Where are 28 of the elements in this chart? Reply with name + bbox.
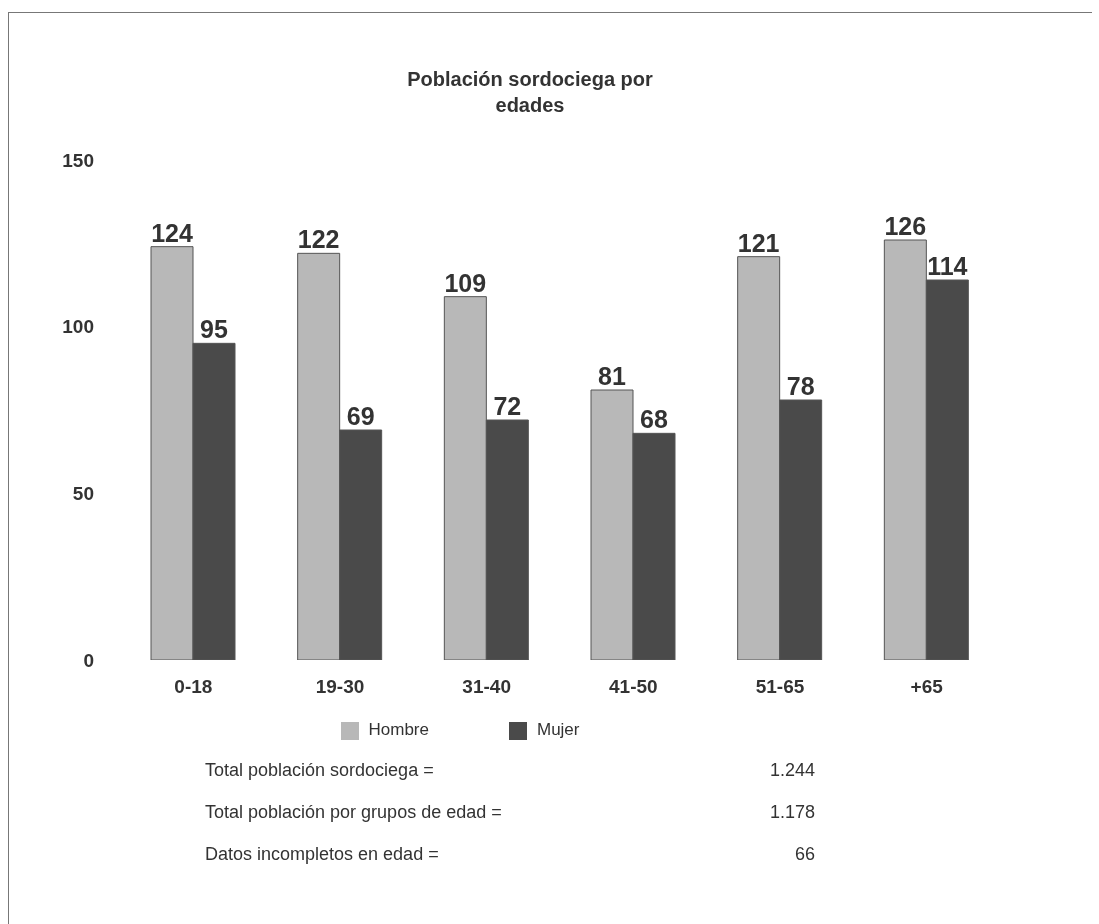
data-label: 69 [346,402,375,430]
legend-label: Hombre [368,720,429,739]
y-tick-label: 50 [72,483,94,505]
x-tick-label: 0-18 [174,676,213,698]
data-label: 121 [737,228,780,257]
data-label: 78 [786,372,815,400]
y-tick-label: 100 [62,316,94,338]
data-label: 68 [640,405,668,434]
text: Datos incompletos en edad = 66 [205,844,815,864]
data-label: 95 [200,315,228,344]
x-tick-label: 51-65 [755,676,805,698]
text: Total población por grupos de edad = 1.178 [205,802,815,822]
data-label: 72 [493,392,522,420]
y-tick-label: 150 [62,149,94,171]
legend-label: Mujer [536,720,580,739]
x-tick-label: 19-30 [315,676,365,698]
data-label: 126 [884,212,927,240]
chart-title: Población sordociega por edades [406,67,654,118]
y-tick-label: 0 [83,649,94,671]
data-label: 109 [444,268,487,297]
data-label: 122 [297,225,340,254]
x-tick-label: 31-40 [462,676,511,698]
data-label: 124 [151,218,193,247]
text: Total población sordociega = 1.244 [205,760,815,780]
x-tick-label: +65 [910,676,944,698]
x-tick-label: 41-50 [609,676,658,698]
data-label: 81 [598,362,626,390]
data-label: 114 [927,252,968,280]
